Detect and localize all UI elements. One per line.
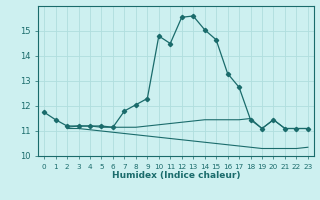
X-axis label: Humidex (Indice chaleur): Humidex (Indice chaleur) [112, 171, 240, 180]
